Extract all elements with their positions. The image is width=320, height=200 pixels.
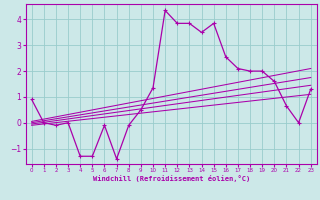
X-axis label: Windchill (Refroidissement éolien,°C): Windchill (Refroidissement éolien,°C) [92,175,250,182]
